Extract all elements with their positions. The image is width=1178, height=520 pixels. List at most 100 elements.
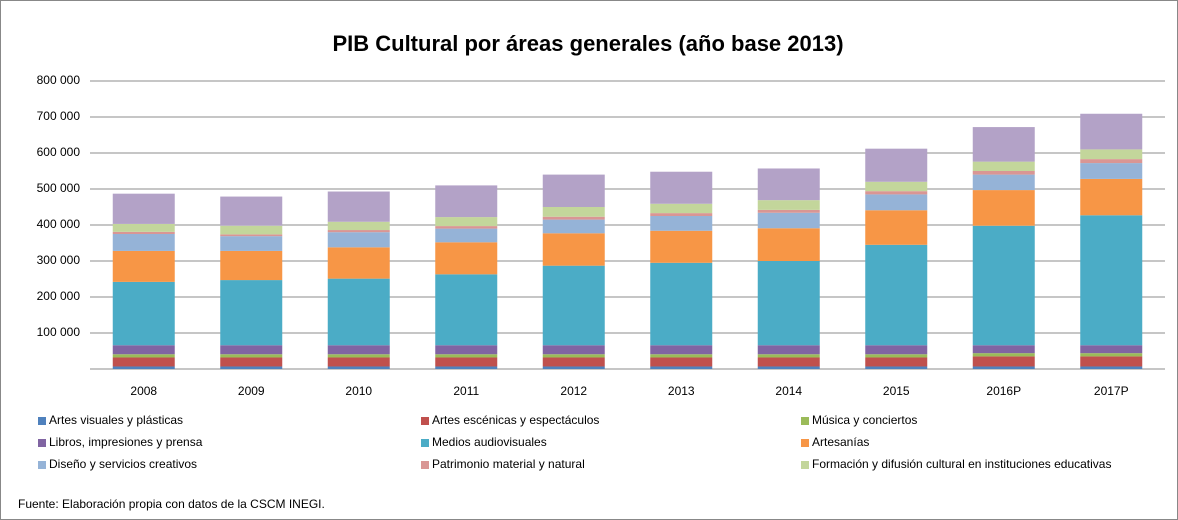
y-tick-label: 500 000 [37, 181, 81, 195]
bar-segment [327, 247, 390, 279]
bar-segment [972, 161, 1035, 171]
bar-segment [757, 228, 820, 261]
x-tick-label: 2012 [560, 384, 587, 398]
bar-segment [972, 171, 1035, 175]
bar-segment [865, 366, 928, 369]
legend-label: Artesanías [812, 435, 869, 449]
bar-segment [435, 354, 498, 358]
x-tick-label: 2008 [130, 384, 157, 398]
bar-segment [865, 345, 928, 355]
bar-segment [220, 225, 283, 235]
legend-label: Música y conciertos [812, 413, 917, 427]
bar-segment [757, 345, 820, 355]
bar-segment [972, 190, 1035, 226]
legend-swatch [421, 439, 429, 447]
bar-segment [220, 366, 283, 369]
bar-segment [1080, 356, 1143, 367]
bar-segment [1080, 178, 1143, 216]
legend-swatch [38, 439, 46, 447]
bar-segment [865, 191, 928, 195]
bar-segment [435, 185, 498, 218]
x-tick-label: 2010 [345, 384, 372, 398]
bar-segment [650, 203, 713, 214]
bar-segment [435, 226, 498, 229]
bar-segment [220, 234, 283, 237]
bar-segment [650, 345, 713, 355]
bar-segment [112, 234, 175, 251]
y-tick-label: 200 000 [37, 289, 81, 303]
bar-segment [220, 354, 283, 358]
bar-segment [435, 274, 498, 346]
legend-swatch [38, 461, 46, 469]
bar-segment [972, 345, 1035, 354]
legend-label: Formación y difusión cultural en institu… [812, 457, 1111, 471]
x-tick-label: 2014 [775, 384, 802, 398]
legend-label: Patrimonio material y natural [432, 457, 585, 471]
bar-segment [1080, 345, 1143, 354]
bar-segment [112, 357, 175, 367]
bar-segment [865, 354, 928, 358]
bar-segment [1080, 163, 1143, 179]
bar-segment [757, 212, 820, 229]
bar-segment [542, 216, 605, 220]
bar-segment [1080, 353, 1143, 357]
bar-segment [542, 265, 605, 346]
bar-segment [865, 357, 928, 367]
bar-segment [112, 345, 175, 355]
bar-segment [865, 244, 928, 346]
bar-segment [865, 181, 928, 192]
bar-segment [220, 357, 283, 367]
bar-segment [757, 366, 820, 369]
bar-segment [650, 230, 713, 263]
legend-label: Medios audiovisuales [432, 435, 547, 449]
y-tick-label: 700 000 [37, 109, 81, 123]
y-tick-label: 300 000 [37, 253, 81, 267]
bar-segment [542, 345, 605, 355]
bar-segment [435, 345, 498, 355]
bar-segment [972, 356, 1035, 367]
y-tick-label: 100 000 [37, 325, 81, 339]
y-tick-label: 400 000 [37, 217, 81, 231]
bar-segment [112, 281, 175, 346]
bar-segment [650, 213, 713, 216]
y-tick-label: 800 000 [37, 73, 81, 87]
legend-swatch [421, 461, 429, 469]
legend-label: Artes escénicas y espectáculos [432, 413, 599, 427]
x-tick-label: 2009 [238, 384, 265, 398]
bar-segment [435, 357, 498, 367]
source-note: Fuente: Elaboración propia con datos de … [18, 497, 325, 511]
bar-segment [327, 345, 390, 355]
bar-segment [650, 366, 713, 369]
bar-segment [220, 250, 283, 281]
bar-segment [327, 221, 390, 231]
bar-segment [435, 228, 498, 243]
bar-segment [435, 242, 498, 275]
bar-segment [757, 209, 820, 213]
legend-swatch [38, 417, 46, 425]
bar-segment [435, 217, 498, 227]
bar-segment [972, 174, 1035, 191]
x-tick-label: 2015 [883, 384, 910, 398]
legend-label: Artes visuales y plásticas [49, 413, 183, 427]
bar-segment [112, 354, 175, 358]
bar-segment [650, 216, 713, 231]
bar-segment [112, 231, 175, 234]
bar-segment [327, 191, 390, 222]
bar-segment [327, 232, 390, 248]
bar-segment [435, 366, 498, 369]
legend-label: Diseño y servicios creativos [49, 457, 197, 471]
bar-segment [327, 278, 390, 346]
x-tick-label: 2016P [986, 384, 1021, 398]
legend-swatch [421, 417, 429, 425]
bar-segment [112, 250, 175, 282]
bar-segment [972, 225, 1035, 346]
bar-segment [112, 223, 175, 232]
bar-segment [757, 354, 820, 358]
bar-segment [972, 127, 1035, 162]
chart-title: PIB Cultural por áreas generales (año ba… [332, 31, 843, 56]
bar-segment [542, 219, 605, 234]
bar-segment [327, 366, 390, 369]
bar-segment [650, 262, 713, 346]
bar-segment [1080, 215, 1143, 346]
